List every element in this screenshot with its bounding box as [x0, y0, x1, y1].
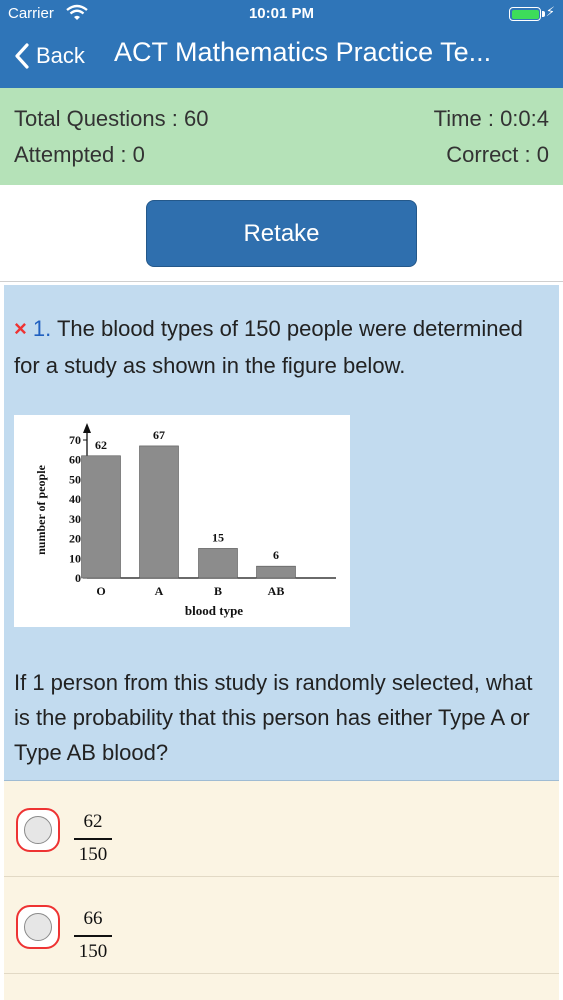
status-bar: Carrier 10:01 PM ⚡	[0, 0, 563, 28]
back-label: Back	[36, 43, 85, 68]
chart-bars: 62 O 67 A 15 B 6 AB	[81, 428, 296, 598]
divider	[0, 281, 563, 282]
y-axis-arrow	[83, 423, 91, 433]
total-questions: Total Questions : 60	[14, 106, 209, 131]
bar-value-label: 62	[95, 438, 107, 452]
bar-value-label: 6	[273, 548, 279, 562]
radio-button[interactable]	[16, 808, 60, 852]
answer-option-2[interactable]: 66 150	[4, 878, 559, 974]
bar-chart: number of people blood type 010203040506…	[34, 423, 336, 618]
nav-bar: Carrier 10:01 PM ⚡ Back ACT Mathematics …	[0, 0, 563, 88]
numerator: 62	[83, 811, 103, 832]
elapsed-time: Time : 0:0:4	[433, 106, 549, 131]
y-tick-label: 60	[69, 453, 81, 467]
status-time: 10:01 PM	[248, 5, 315, 22]
y-tick-label: 10	[69, 551, 81, 565]
page-title: ACT Mathematics Practice Te...	[114, 37, 492, 67]
back-button[interactable]: Back	[14, 38, 85, 74]
answer-options: 62 150 66 150	[4, 781, 559, 1000]
battery-icon	[509, 7, 545, 21]
carrier-label: Carrier	[8, 5, 54, 22]
question-body: The blood types of 150 people were deter…	[14, 316, 523, 378]
bar-O	[81, 455, 121, 579]
wrong-mark-icon: ×	[14, 316, 27, 341]
denominator: 150	[78, 843, 108, 865]
question-text: × 1. The blood types of 150 people were d…	[14, 310, 549, 384]
x-axis-label: blood type	[185, 603, 243, 618]
answer-option-1[interactable]: 62 150	[4, 781, 559, 877]
x-tick-label: AB	[268, 584, 285, 598]
y-axis-label: number of people	[34, 464, 48, 554]
bar-value-label: 67	[153, 428, 165, 442]
fraction: 66 150	[74, 908, 112, 963]
attempted-count: Attempted : 0	[14, 142, 145, 167]
question-card: × 1. The blood types of 150 people were d…	[4, 285, 559, 781]
fraction: 62 150	[74, 811, 112, 866]
stats-panel: Total Questions : 60 Time : 0:0:4 Attemp…	[0, 88, 563, 185]
retake-button[interactable]: Retake	[146, 200, 417, 267]
bar-B	[198, 548, 238, 579]
x-tick-label: A	[155, 584, 164, 598]
correct-count: Correct : 0	[446, 142, 549, 167]
bar-AB	[256, 565, 296, 579]
bar-value-label: 15	[212, 530, 224, 544]
radio-button[interactable]	[16, 905, 60, 949]
wifi-icon	[66, 4, 88, 20]
y-tick-label: 40	[69, 492, 81, 506]
y-tick-label: 0	[75, 571, 81, 585]
y-tick-label: 50	[69, 472, 81, 486]
y-tick-label: 30	[69, 512, 81, 526]
bar-A	[139, 445, 179, 579]
blood-type-chart: number of people blood type 0 10 20 30 40 50 6…	[14, 415, 350, 627]
y-tick-label: 70	[69, 433, 81, 447]
x-tick-label: O	[96, 584, 105, 598]
numerator: 66	[83, 908, 103, 929]
chevron-left-icon	[15, 43, 29, 69]
charging-icon: ⚡	[545, 5, 555, 20]
question-prompt: If 1 person from this study is randomly …	[14, 670, 533, 765]
denominator: 150	[78, 940, 108, 962]
y-tick-label: 20	[69, 532, 81, 546]
x-tick-label: B	[214, 584, 222, 598]
question-number: 1.	[32, 316, 52, 341]
